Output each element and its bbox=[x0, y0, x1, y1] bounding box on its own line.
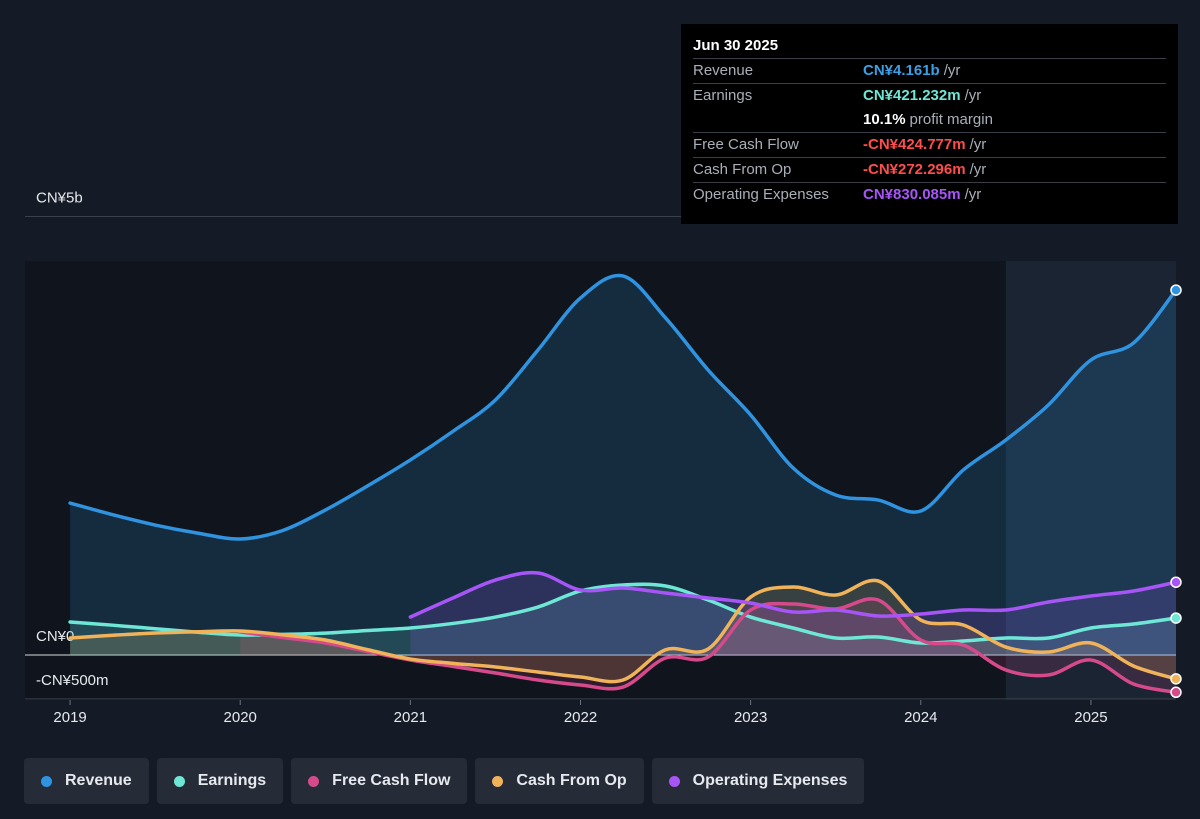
legend-label: Free Cash Flow bbox=[332, 772, 451, 789]
tooltip-value: -CN¥424.777m bbox=[863, 136, 966, 153]
end-point bbox=[1170, 576, 1182, 588]
line bbox=[68, 273, 1178, 541]
legend-swatch bbox=[492, 775, 504, 787]
tooltip: Jun 30 2025 Revenue CN¥4.161b/yr Earnings CN… bbox=[681, 24, 1178, 224]
legend: Revenue Earnings Free Cash Flow Cash From O… bbox=[24, 758, 865, 804]
legend-label: Earnings bbox=[197, 772, 267, 789]
line bbox=[408, 570, 1178, 619]
tooltip-unit: /yr bbox=[943, 62, 961, 79]
legend-item[interactable]: Operating Expenses bbox=[651, 758, 865, 804]
tooltip-label: Revenue bbox=[693, 62, 754, 79]
tooltip-row: Operating Expenses CN¥830.085m/yr bbox=[693, 182, 1166, 207]
tooltip-label: Earnings bbox=[693, 87, 753, 104]
tooltip-label: Cash From Op bbox=[693, 161, 792, 178]
x-tick-label: 2021 bbox=[394, 709, 427, 726]
tooltip-unit: profit margin bbox=[909, 111, 993, 128]
legend-item[interactable]: Cash From Op bbox=[475, 758, 644, 804]
tooltip-unit: /yr bbox=[969, 136, 987, 153]
line bbox=[68, 578, 1178, 684]
tooltip-value: CN¥4.161b bbox=[863, 62, 940, 79]
end-point bbox=[1170, 686, 1182, 699]
legend-item[interactable]: Free Cash Flow bbox=[291, 758, 468, 804]
tooltip-value: CN¥421.232m bbox=[863, 87, 961, 104]
area bbox=[70, 584, 1177, 656]
tooltip-row: 10.1% profit margin bbox=[693, 108, 1166, 132]
end-point bbox=[1170, 612, 1182, 624]
area bbox=[70, 275, 1177, 656]
legend-swatch bbox=[173, 775, 185, 787]
tooltip-row: Cash From Op -CN¥272.296m/yr bbox=[693, 157, 1166, 182]
legend-item[interactable]: Revenue bbox=[24, 758, 149, 804]
x-tick-label: 2019 bbox=[53, 709, 86, 726]
tooltip-unit: /yr bbox=[964, 87, 982, 104]
tooltip-date: Jun 30 2025 bbox=[693, 37, 779, 54]
x-tick-label: 2024 bbox=[904, 709, 937, 726]
tooltip-row: Revenue CN¥4.161b/yr bbox=[693, 58, 1166, 83]
x-tick-label: 2020 bbox=[224, 709, 257, 726]
legend-label: Cash From Op bbox=[516, 772, 627, 789]
y-tick-label: CN¥5b bbox=[36, 189, 83, 206]
x-tick-label: 2023 bbox=[734, 709, 767, 726]
tooltip-label bbox=[693, 108, 863, 132]
tooltip-row: Earnings CN¥421.232m/yr bbox=[693, 83, 1166, 108]
legend-label: Revenue bbox=[65, 772, 132, 789]
tooltip-unit: /yr bbox=[964, 186, 982, 203]
tooltip-value: CN¥830.085m bbox=[863, 186, 961, 203]
legend-swatch bbox=[308, 775, 320, 787]
tooltip-value: -CN¥272.296m bbox=[863, 161, 966, 178]
tooltip-row: Free Cash Flow -CN¥424.777m/yr bbox=[693, 132, 1166, 157]
legend-label: Operating Expenses bbox=[692, 772, 848, 789]
end-point bbox=[1170, 673, 1182, 685]
tooltip-value: 10.1% bbox=[863, 111, 906, 128]
y-tick-label: CN¥0 bbox=[36, 628, 74, 645]
legend-swatch bbox=[41, 775, 52, 787]
area bbox=[70, 580, 1177, 682]
y-tick-label: -CN¥500m bbox=[36, 672, 109, 689]
x-tick-label: 2022 bbox=[564, 709, 597, 726]
tooltip-unit: /yr bbox=[969, 161, 987, 178]
tooltip-label: Operating Expenses bbox=[693, 186, 829, 203]
end-point bbox=[1170, 284, 1182, 296]
x-tick-label: 2025 bbox=[1074, 709, 1107, 726]
legend-item[interactable]: Earnings bbox=[156, 758, 284, 804]
legend-swatch bbox=[668, 775, 680, 787]
plot-background bbox=[25, 261, 1006, 700]
tooltip-label: Free Cash Flow bbox=[693, 136, 799, 153]
